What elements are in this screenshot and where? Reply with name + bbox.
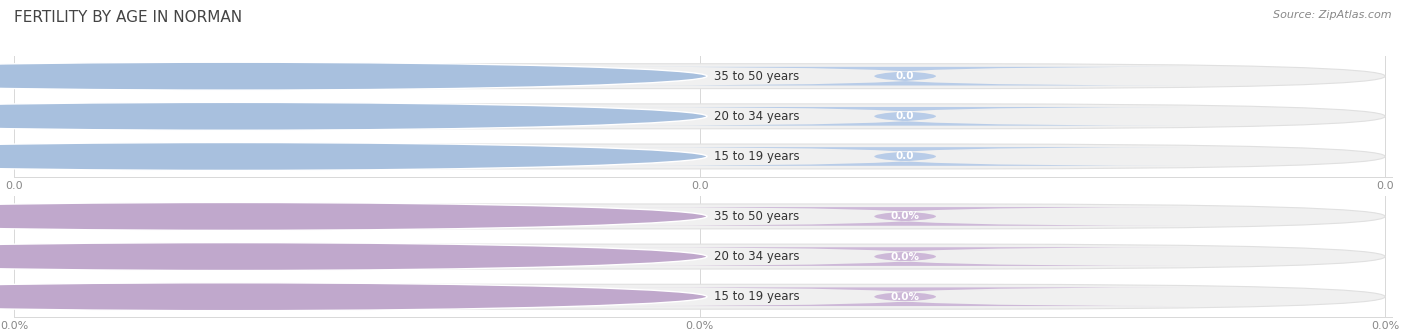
Text: 15 to 19 years: 15 to 19 years — [714, 290, 800, 303]
Text: 15 to 19 years: 15 to 19 years — [714, 150, 800, 163]
Text: 0.0: 0.0 — [896, 71, 914, 81]
FancyBboxPatch shape — [17, 104, 1385, 129]
Circle shape — [0, 283, 707, 311]
Circle shape — [0, 243, 707, 271]
FancyBboxPatch shape — [617, 247, 1194, 266]
Circle shape — [0, 62, 707, 90]
Text: 20 to 34 years: 20 to 34 years — [714, 250, 800, 263]
Text: 0.0%: 0.0% — [890, 212, 920, 221]
FancyBboxPatch shape — [617, 207, 1194, 226]
Text: FERTILITY BY AGE IN NORMAN: FERTILITY BY AGE IN NORMAN — [14, 10, 242, 25]
Text: Source: ZipAtlas.com: Source: ZipAtlas.com — [1274, 10, 1392, 20]
Circle shape — [0, 203, 707, 230]
FancyBboxPatch shape — [17, 204, 1385, 229]
Text: 0.0: 0.0 — [896, 111, 914, 121]
Circle shape — [0, 143, 707, 170]
FancyBboxPatch shape — [617, 67, 1194, 85]
Text: 20 to 34 years: 20 to 34 years — [714, 110, 800, 123]
Text: 35 to 50 years: 35 to 50 years — [714, 70, 799, 83]
FancyBboxPatch shape — [617, 107, 1194, 126]
Circle shape — [0, 102, 707, 130]
FancyBboxPatch shape — [17, 244, 1385, 269]
Text: 35 to 50 years: 35 to 50 years — [714, 210, 799, 223]
Text: 0.0%: 0.0% — [890, 292, 920, 302]
FancyBboxPatch shape — [617, 147, 1194, 166]
Text: 0.0%: 0.0% — [890, 251, 920, 262]
FancyBboxPatch shape — [17, 284, 1385, 309]
FancyBboxPatch shape — [617, 287, 1194, 306]
Text: 0.0: 0.0 — [896, 151, 914, 161]
FancyBboxPatch shape — [17, 64, 1385, 89]
FancyBboxPatch shape — [17, 144, 1385, 169]
